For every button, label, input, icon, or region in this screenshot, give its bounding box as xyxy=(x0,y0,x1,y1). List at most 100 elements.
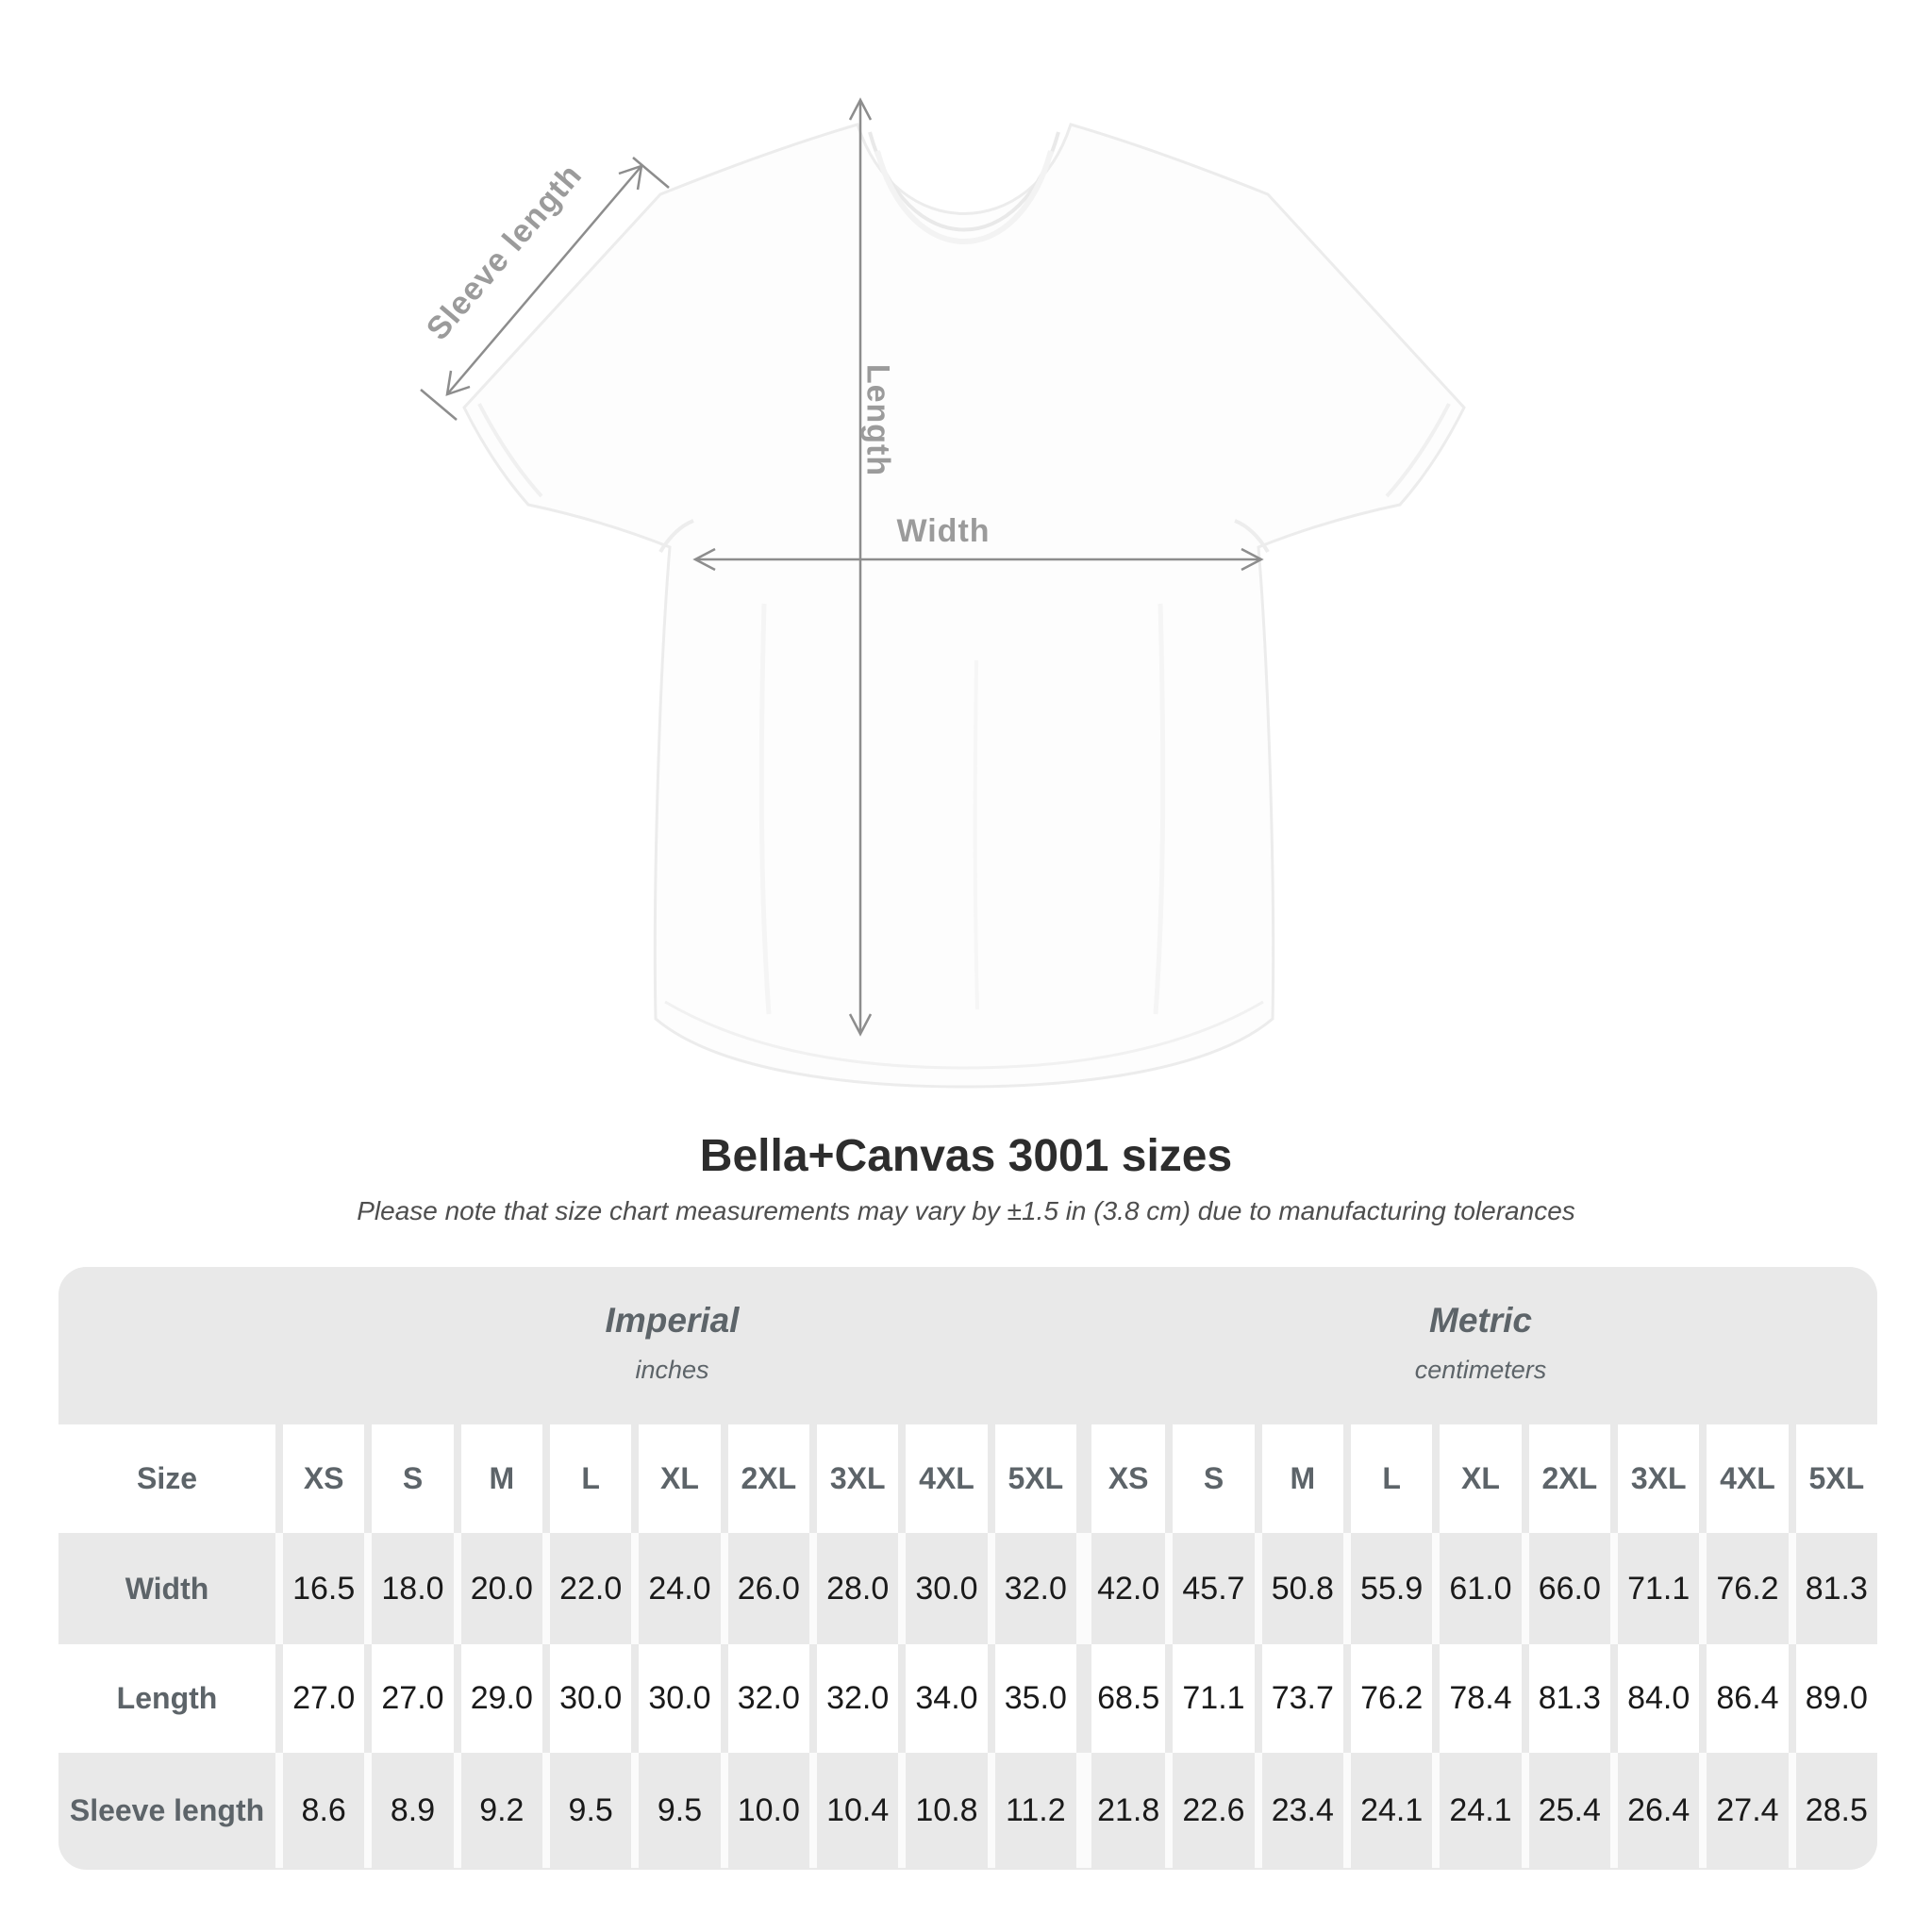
value-cell: 27.0 xyxy=(283,1644,365,1753)
tshirt-outline xyxy=(462,123,1466,1089)
value-cell: 81.3 xyxy=(1795,1533,1877,1644)
value-cell: 24.0 xyxy=(639,1533,721,1644)
size-header-cell: 2XL xyxy=(1528,1424,1610,1533)
value-cell: 73.7 xyxy=(1261,1644,1343,1753)
value-cell: 23.4 xyxy=(1261,1753,1343,1868)
value-cell: 10.8 xyxy=(906,1753,988,1868)
row-label-cell: Width xyxy=(58,1533,275,1644)
tshirt-measurement-diagram: Sleeve length Length Width xyxy=(420,97,1466,1089)
size-header-cell: L xyxy=(550,1424,632,1533)
units-header-row: Imperial inches Metric centimeters xyxy=(58,1267,1877,1424)
metric-header: Metric centimeters xyxy=(1084,1267,1877,1424)
size-header-cell: S xyxy=(1173,1424,1255,1533)
armpit-shade xyxy=(1234,519,1270,554)
armpit-shade xyxy=(658,519,694,554)
value-cell: 50.8 xyxy=(1261,1533,1343,1644)
imperial-header: Imperial inches xyxy=(275,1267,1069,1424)
size-header-cell: S xyxy=(372,1424,454,1533)
row-label-cell: Sleeve length xyxy=(58,1753,275,1868)
imperial-title: Imperial xyxy=(605,1301,740,1340)
value-cell: 66.0 xyxy=(1528,1533,1610,1644)
value-cell: 9.5 xyxy=(550,1753,632,1868)
fold-line xyxy=(1153,603,1166,1015)
fold-line xyxy=(758,603,772,1015)
value-cell: 24.1 xyxy=(1351,1753,1433,1868)
width-label: Width xyxy=(896,513,991,549)
value-cell: 76.2 xyxy=(1351,1644,1433,1753)
tshirt-illustration xyxy=(420,97,1466,1089)
collar-shadow xyxy=(874,150,1054,244)
value-cell: 16.5 xyxy=(283,1533,365,1644)
size-table-body: Size XS S M L XL 2XL 3XL 4XL 5XL XS S M L XL 2XL 3XL 4XL 5… xyxy=(58,1424,1877,1868)
value-cell: 30.0 xyxy=(550,1644,632,1753)
value-cell: 8.9 xyxy=(372,1753,454,1868)
left-sleeve-hem xyxy=(477,403,543,498)
size-header-cell: 2XL xyxy=(727,1424,809,1533)
value-cell: 78.4 xyxy=(1440,1644,1522,1753)
size-header-cell: 4XL xyxy=(906,1424,988,1533)
value-cell: 30.0 xyxy=(906,1533,988,1644)
size-header-cell: 3XL xyxy=(817,1424,899,1533)
size-column-header: Size xyxy=(58,1424,275,1533)
value-cell: 35.0 xyxy=(994,1644,1076,1753)
value-cell: 18.0 xyxy=(372,1533,454,1644)
value-cell: 32.0 xyxy=(994,1533,1076,1644)
fold-line xyxy=(973,659,979,1010)
size-table: Imperial inches Metric centimeters Size X… xyxy=(58,1267,1877,1870)
size-header-cell: M xyxy=(460,1424,542,1533)
value-cell: 10.4 xyxy=(817,1753,899,1868)
size-header-cell: XS xyxy=(283,1424,365,1533)
width-row: Width 16.5 18.0 20.0 22.0 24.0 26.0 28.0 30.0 32.… xyxy=(58,1533,1877,1644)
length-arrow xyxy=(848,97,873,1037)
value-cell: 28.5 xyxy=(1795,1753,1877,1868)
value-cell: 11.2 xyxy=(994,1753,1076,1868)
value-cell: 32.0 xyxy=(817,1644,899,1753)
hem-stitch xyxy=(664,1000,1264,1070)
units-header-spacer xyxy=(58,1267,275,1424)
value-cell: 76.2 xyxy=(1707,1533,1789,1644)
value-cell: 42.0 xyxy=(1091,1533,1166,1644)
value-cell: 21.8 xyxy=(1091,1753,1166,1868)
value-cell: 8.6 xyxy=(283,1753,365,1868)
value-cell: 20.0 xyxy=(460,1533,542,1644)
value-cell: 22.0 xyxy=(550,1533,632,1644)
right-sleeve-hem xyxy=(1385,403,1451,498)
size-header-cell: 5XL xyxy=(1795,1424,1877,1533)
value-cell: 32.0 xyxy=(727,1644,809,1753)
size-header-cell: M xyxy=(1261,1424,1343,1533)
sleeve-length-row: Sleeve length 8.6 8.9 9.2 9.5 9.5 10.0 10.4 10.8… xyxy=(58,1753,1877,1868)
row-label-cell: Length xyxy=(58,1644,275,1753)
value-cell: 84.0 xyxy=(1618,1644,1700,1753)
value-cell: 27.4 xyxy=(1707,1753,1789,1868)
value-cell: 27.0 xyxy=(372,1644,454,1753)
value-cell: 45.7 xyxy=(1173,1533,1255,1644)
value-cell: 68.5 xyxy=(1091,1644,1166,1753)
value-cell: 71.1 xyxy=(1618,1533,1700,1644)
size-header-cell: L xyxy=(1351,1424,1433,1533)
value-cell: 55.9 xyxy=(1351,1533,1433,1644)
value-cell: 22.6 xyxy=(1173,1753,1255,1868)
value-cell: 30.0 xyxy=(639,1644,721,1753)
value-cell: 71.1 xyxy=(1173,1644,1255,1753)
width-arrow xyxy=(692,547,1264,572)
value-cell: 26.0 xyxy=(727,1533,809,1644)
size-header-cell: XL xyxy=(1440,1424,1522,1533)
page-title: Bella+Canvas 3001 sizes xyxy=(699,1131,1233,1181)
value-cell: 28.0 xyxy=(817,1533,899,1644)
size-header-cell: 4XL xyxy=(1707,1424,1789,1533)
value-cell: 9.5 xyxy=(639,1753,721,1868)
value-cell: 34.0 xyxy=(906,1644,988,1753)
size-header-cell: 3XL xyxy=(1618,1424,1700,1533)
size-header-row: Size XS S M L XL 2XL 3XL 4XL 5XL XS S M L XL 2XL 3XL 4XL 5… xyxy=(58,1424,1877,1533)
length-row: Length 27.0 27.0 29.0 30.0 30.0 32.0 32.0 34.0 35… xyxy=(58,1644,1877,1753)
value-cell: 89.0 xyxy=(1795,1644,1877,1753)
value-cell: 25.4 xyxy=(1528,1753,1610,1868)
value-cell: 9.2 xyxy=(460,1753,542,1868)
sleeve-length-arrow xyxy=(420,157,670,421)
imperial-unit: inches xyxy=(635,1356,709,1384)
metric-title: Metric xyxy=(1429,1301,1532,1340)
size-header-cell: 5XL xyxy=(994,1424,1076,1533)
value-cell: 26.4 xyxy=(1618,1753,1700,1868)
tolerance-note: Please note that size chart measurements… xyxy=(357,1196,1575,1225)
size-header-cell: XL xyxy=(639,1424,721,1533)
